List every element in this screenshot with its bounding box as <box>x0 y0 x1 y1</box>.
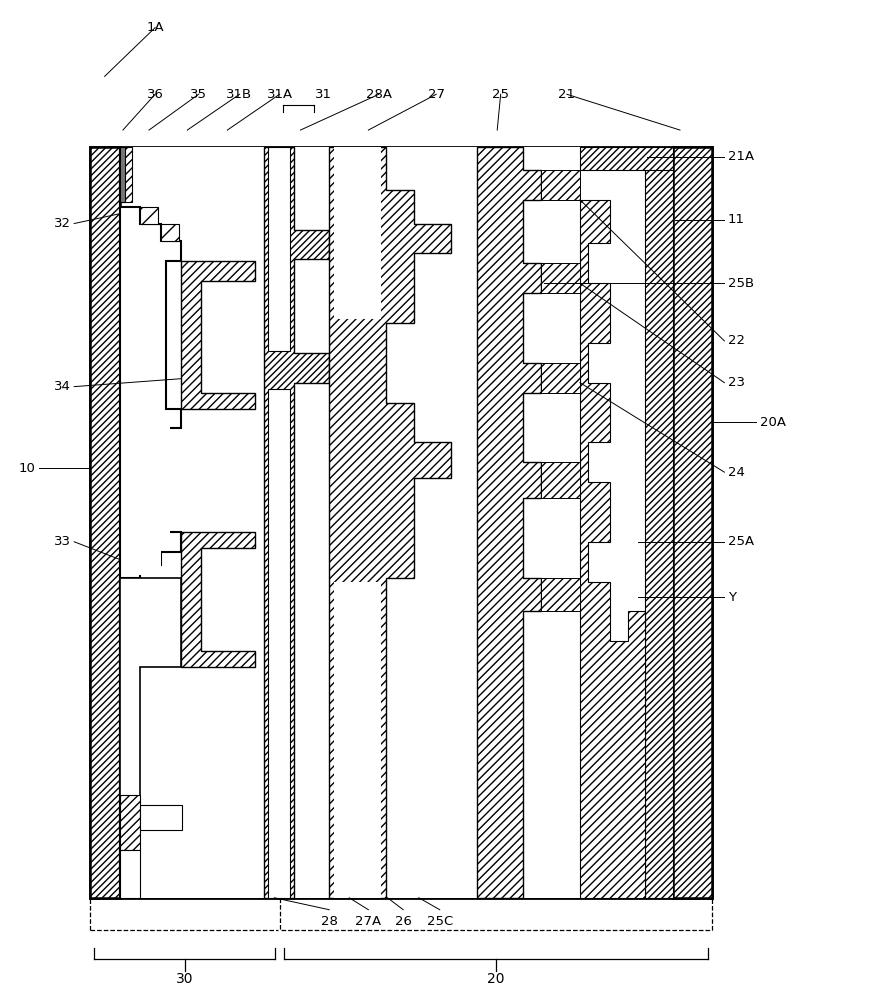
Text: 21: 21 <box>558 88 576 101</box>
Text: 31B: 31B <box>227 88 252 101</box>
Text: 31: 31 <box>314 88 332 101</box>
Text: 25: 25 <box>492 88 509 101</box>
Text: 30: 30 <box>176 972 194 986</box>
Polygon shape <box>120 147 124 202</box>
Text: 28: 28 <box>321 915 337 928</box>
Text: 26: 26 <box>395 915 412 928</box>
Text: 25C: 25C <box>427 915 453 928</box>
Polygon shape <box>120 578 181 850</box>
Polygon shape <box>120 795 140 850</box>
Text: 33: 33 <box>53 535 71 548</box>
Polygon shape <box>268 147 290 351</box>
Polygon shape <box>329 147 451 898</box>
Text: 10: 10 <box>18 462 36 475</box>
Polygon shape <box>90 147 712 898</box>
Polygon shape <box>334 147 381 319</box>
Polygon shape <box>120 850 140 898</box>
Polygon shape <box>645 147 673 898</box>
Text: 34: 34 <box>53 380 71 393</box>
Polygon shape <box>540 170 580 200</box>
Polygon shape <box>264 147 329 898</box>
Polygon shape <box>124 256 170 575</box>
Text: 24: 24 <box>728 466 745 479</box>
Polygon shape <box>140 805 182 830</box>
Polygon shape <box>580 200 645 898</box>
Text: 1A: 1A <box>146 21 164 34</box>
Polygon shape <box>477 147 712 898</box>
Polygon shape <box>181 532 255 667</box>
Text: 20: 20 <box>487 972 505 986</box>
Polygon shape <box>120 147 181 898</box>
Polygon shape <box>90 147 120 898</box>
Polygon shape <box>90 147 277 898</box>
Text: 21A: 21A <box>728 150 754 163</box>
Text: 23: 23 <box>728 376 745 389</box>
Text: 25B: 25B <box>728 277 754 290</box>
Text: 20A: 20A <box>760 416 786 429</box>
Polygon shape <box>477 147 540 898</box>
Polygon shape <box>540 462 580 498</box>
Polygon shape <box>540 263 580 293</box>
Polygon shape <box>268 389 290 898</box>
Text: 36: 36 <box>146 88 164 101</box>
Text: 22: 22 <box>728 334 745 347</box>
Polygon shape <box>334 582 381 898</box>
Text: 31A: 31A <box>266 88 293 101</box>
Polygon shape <box>540 363 580 393</box>
Text: 25A: 25A <box>728 535 754 548</box>
Text: 28A: 28A <box>366 88 392 101</box>
Polygon shape <box>673 147 712 898</box>
Polygon shape <box>277 147 477 898</box>
Polygon shape <box>540 578 580 611</box>
Text: 11: 11 <box>728 213 745 226</box>
Text: 35: 35 <box>190 88 207 101</box>
Text: 27A: 27A <box>356 915 381 928</box>
Text: 27: 27 <box>427 88 445 101</box>
Polygon shape <box>580 147 673 170</box>
Polygon shape <box>120 147 131 202</box>
Text: Y: Y <box>728 591 736 604</box>
Polygon shape <box>140 207 179 241</box>
Text: 32: 32 <box>53 217 71 230</box>
Polygon shape <box>181 261 255 409</box>
